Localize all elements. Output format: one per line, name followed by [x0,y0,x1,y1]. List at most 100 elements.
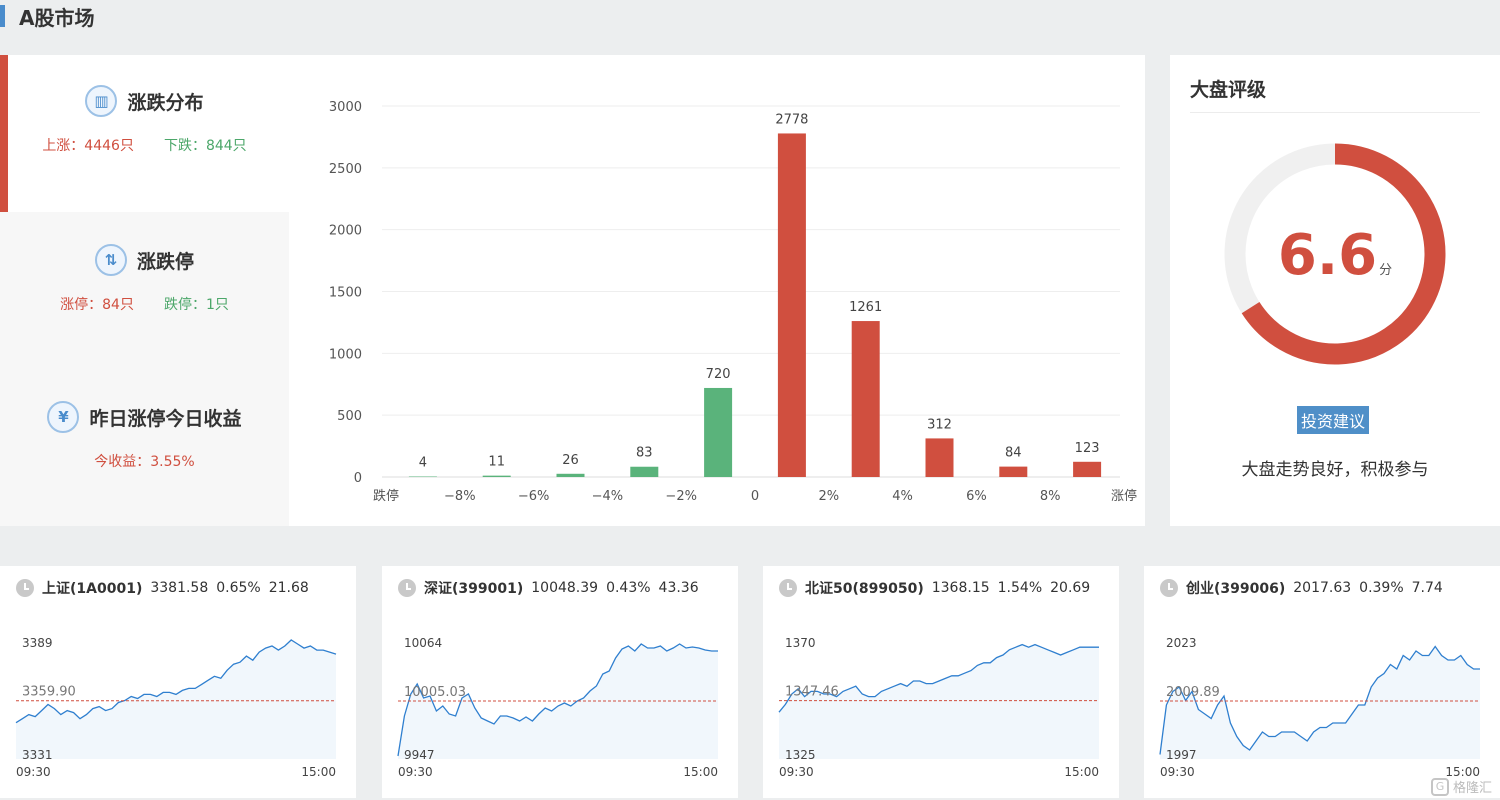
price-area [1160,646,1480,759]
start-time-label: 09:30 [398,765,433,779]
watermark-logo-icon: G [1430,777,1449,796]
prev-close-label: 10005.03 [404,685,466,700]
price-line [397,643,718,757]
index-pct: 0.39% [1359,580,1404,596]
index-name: 创业(399006) [1186,581,1286,597]
clock-icon [398,579,416,597]
rating-title: 大盘评级 [1190,79,1267,101]
y-tick-label: 2500 [329,162,362,177]
bar [1073,461,1102,477]
today-return: 今收益：3.55% [94,454,195,470]
price-line [15,639,337,724]
sidebar-item-title: 涨跌分布 [127,91,204,114]
y-tick-label: 1000 [329,347,362,362]
clock-icon [779,579,797,597]
index-name: 深证(399001) [424,581,524,597]
sidebar-item-distribution[interactable]: ▥ 涨跌分布 上涨：4446只 下跌：844只 [0,55,289,212]
start-time-label: 09:30 [1160,765,1195,779]
y-tick-label: 2000 [329,224,362,239]
index-price: 1368.15 [931,580,990,596]
bar-data-label: 4 [419,456,427,471]
low-label: 9947 [404,748,435,762]
index-pct: 0.43% [606,580,651,596]
high-label: 1370 [785,636,816,650]
bar-chart-svg: 0 500 1000 1500 2000 2500 3000 跌停 −8% −6% −4% −2% 0 2… [329,100,1137,504]
x-tick-label: 4% [892,489,913,504]
x-tick-label: 跌停 [373,488,399,504]
clock-icon [16,579,34,597]
index-change: 20.69 [1050,580,1091,596]
low-label: 1997 [1166,748,1197,762]
investment-advice-button[interactable]: 投资建议 [1297,406,1370,434]
bar [777,133,806,477]
bar-data-label: 720 [706,367,731,382]
bar [630,466,659,477]
bar-data-label: 84 [1005,446,1022,461]
bar-data-label: 312 [927,417,952,432]
index-name: 上证(1A0001) [42,581,143,597]
x-tick-label: 6% [966,489,987,504]
start-time-label: 09:30 [779,765,814,779]
bar [999,466,1028,477]
bar [482,475,511,477]
bar [704,387,733,477]
advice-text: 大盘走势良好，积极参与 [1241,460,1429,480]
y-tick-label: 500 [337,409,362,424]
index-change: 7.74 [1411,580,1443,596]
index-price: 3381.58 [150,580,209,596]
index-change: 43.36 [658,580,699,596]
high-label: 3389 [22,636,53,650]
x-tick-label: −8% [444,489,476,504]
high-label: 2023 [1166,636,1197,650]
x-tick-label: −6% [518,489,550,504]
x-tick-label: 涨停 [1111,488,1137,504]
index-card-cy[interactable]: 2023 2009.89 1997 09:30 15:00 创业(399006) 201… [1144,566,1500,798]
end-time-label: 15:00 [683,765,718,779]
low-label: 1325 [785,748,816,762]
bar-data-label: 2778 [775,112,808,127]
index-pct: 1.54% [997,580,1043,596]
end-time-label: 15:00 [301,765,336,779]
rating-gauge [1224,143,1446,365]
index-card-bz50[interactable]: 1370 1347.46 1325 09:30 15:00 北证50(899050) 1… [763,566,1119,798]
rating-score: 6.6 分 [1170,223,1500,288]
price-area [779,644,1099,759]
prev-close-label: 1347.46 [785,685,839,700]
index-card-sh[interactable]: 3389 3359.90 3331 09:30 15:00 上证(1A0001) 338… [0,566,356,798]
sidebar-item-yesterday-limit[interactable]: ¥ 昨日涨停今日收益 今收益：3.55% [0,369,289,526]
bar-chart-icon: ▥ [85,85,118,117]
prev-close-label: 3359.90 [22,685,76,700]
limit-down-count: 跌停：1只 [163,297,229,313]
sidebar-item-limit[interactable]: ⇅ 涨跌停 涨停：84只 跌停：1只 [0,212,289,369]
distribution-chart: 0 500 1000 1500 2000 2500 3000 跌停 −8% −6% −4% −2% 0 2… [289,55,1145,526]
intraday-chart: 2023 2009.89 1997 09:30 15:00 [1159,636,1480,779]
limit-up-count: 涨停：84只 [60,297,134,313]
end-time-label: 15:00 [1064,765,1099,779]
rating-divider [1190,112,1480,113]
score-value: 6.6 [1277,223,1378,288]
price-area [398,644,718,759]
high-label: 10064 [404,636,442,650]
section-header: A股市场 [0,0,94,32]
sidebar-item-title: 昨日涨停今日收益 [89,407,242,430]
x-tick-label: 2% [818,489,839,504]
score-unit: 分 [1379,263,1393,278]
watermark-text: 格隆汇 [1452,781,1492,796]
start-time-label: 09:30 [16,765,51,779]
y-tick-label: 1500 [329,286,362,301]
index-price: 2017.63 [1293,580,1352,596]
header-accent-bar [0,5,5,27]
index-change: 21.68 [268,580,309,596]
sidebar-item-title: 涨跌停 [136,250,194,273]
y-tick-label: 3000 [329,100,362,115]
index-card-sz[interactable]: 10064 10005.03 9947 09:30 15:00 深证(399001) 1… [382,566,738,798]
page-title: A股市场 [19,5,95,30]
bar [556,473,585,477]
bar-data-label: 11 [488,455,505,470]
x-tick-label: −2% [665,489,697,504]
bar [851,321,880,477]
intraday-chart: 1370 1347.46 1325 09:30 15:00 [778,636,1099,779]
intraday-chart: 10064 10005.03 9947 09:30 15:00 [397,636,718,779]
gauge-arc [1241,143,1446,365]
intraday-chart: 3389 3359.90 3331 09:30 15:00 [15,636,337,779]
